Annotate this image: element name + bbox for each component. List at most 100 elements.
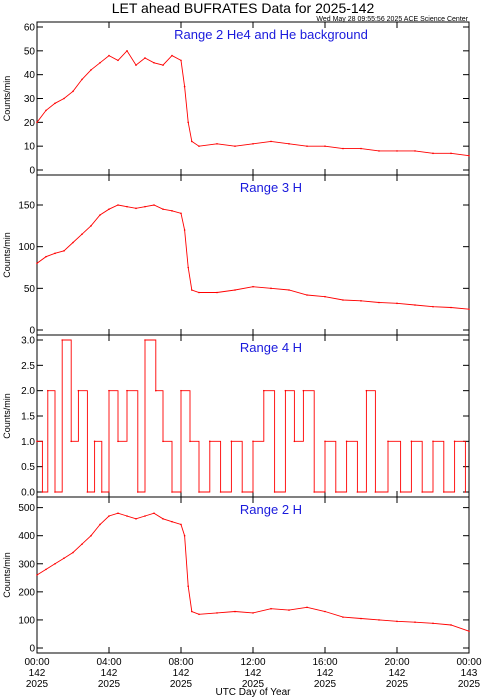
data-point [414, 621, 416, 623]
data-point [414, 150, 416, 152]
data-point [101, 491, 103, 493]
y-tick-label: 2.0 [21, 386, 35, 397]
data-point [342, 147, 344, 150]
data-point [365, 389, 368, 392]
data-point [313, 491, 316, 493]
data-point [241, 491, 243, 493]
data-point [230, 440, 233, 443]
data-point [396, 302, 398, 305]
panel-4: 0 100 200 300 400 500 Counts/min Range 2 H [2, 496, 470, 655]
data-point [155, 389, 157, 392]
x-tick-time: 00:00 [456, 657, 481, 668]
data-point [234, 289, 236, 291]
data-point [45, 255, 47, 258]
y-tick-label: 50 [24, 284, 36, 295]
data-point [72, 241, 74, 244]
x-tick-time: 00:00 [24, 657, 49, 668]
data-point [162, 518, 164, 520]
y-tick-label: 400 [18, 531, 35, 542]
x-tick-year: 2025 [458, 679, 481, 690]
data-point [342, 616, 344, 618]
data-point [252, 440, 254, 443]
x-tick-doy: 142 [101, 668, 118, 679]
x-tick-time: 20:00 [384, 657, 409, 668]
data-point [378, 619, 380, 621]
data-point [180, 212, 182, 215]
y-tick-label: 0 [29, 644, 35, 655]
data-point [216, 612, 218, 614]
data-point [171, 54, 173, 57]
data-point [126, 515, 128, 517]
y-tick-label: 20 [24, 118, 36, 129]
y-axis-label: Counts/min [2, 393, 12, 439]
data-point [432, 440, 434, 443]
data-point [356, 491, 359, 493]
data-point [288, 609, 290, 611]
data-point [209, 440, 211, 443]
data-point [54, 102, 56, 105]
y-tick-label: 300 [18, 559, 35, 570]
data-point [135, 64, 137, 66]
data-point [396, 150, 398, 152]
panel-2: 0 50 100 150 Counts/min Range 3 H [2, 174, 470, 337]
data-point [90, 534, 92, 537]
data-point [144, 57, 146, 59]
y-tick-label: 30 [24, 94, 36, 105]
y-tick-label: 500 [18, 503, 35, 514]
data-point [63, 557, 65, 559]
data-point [81, 543, 83, 545]
data-point [374, 491, 377, 493]
y-tick-label: 100 [18, 242, 35, 253]
x-tick-year: 2025 [314, 679, 337, 690]
series-line [37, 339, 466, 493]
data-point [117, 59, 119, 62]
panel-title: Range 2 He4 and He background [174, 27, 368, 42]
data-point [187, 266, 189, 269]
data-point [99, 523, 101, 526]
x-tick-doy: 142 [245, 668, 262, 679]
data-point [144, 205, 146, 208]
data-point [443, 491, 445, 493]
panel-title: Range 2 H [240, 502, 302, 517]
data-point [171, 210, 173, 212]
panel-frame [36, 21, 470, 176]
panels: 0 10 20 30 40 50 60 Counts/min Range 2 He4 and H… [2, 21, 470, 655]
data-point [108, 54, 110, 57]
data-point [41, 491, 44, 493]
series-line [36, 512, 470, 632]
y-tick-label: 50 [24, 46, 36, 57]
data-point [81, 233, 83, 235]
data-point [306, 145, 308, 147]
data-point [432, 152, 434, 155]
data-point [387, 440, 389, 443]
data-point [453, 440, 456, 443]
x-tick-doy: 142 [317, 668, 334, 679]
x-tick-year: 2025 [386, 679, 409, 690]
y-tick-label: 60 [24, 23, 36, 34]
data-point [324, 440, 326, 443]
x-tick-year: 2025 [98, 679, 121, 690]
y-tick-label: 2.5 [21, 361, 35, 372]
data-point [270, 140, 272, 143]
y-tick-label: 200 [18, 587, 35, 598]
data-point [345, 440, 348, 443]
data-point [180, 389, 182, 392]
data-point [306, 294, 308, 296]
panel-3: 0.0 0.5 1.0 1.5 2.0 2.5 3.0 Counts/min Range 4 H [2, 334, 470, 499]
data-point [252, 142, 254, 145]
x-tick-doy: 142 [29, 668, 46, 679]
data-point [180, 59, 182, 62]
data-point [432, 305, 434, 308]
data-point [108, 208, 110, 210]
y-tick-label: 3.0 [21, 336, 35, 347]
x-tick-year: 2025 [26, 679, 49, 690]
data-point [324, 610, 326, 613]
data-point [180, 523, 182, 526]
y-axis-label: Counts/min [2, 552, 12, 598]
data-point [126, 205, 128, 208]
data-point [293, 440, 296, 443]
data-point [126, 389, 128, 392]
data-point [54, 252, 56, 255]
data-point [198, 145, 200, 147]
data-point [135, 207, 137, 210]
